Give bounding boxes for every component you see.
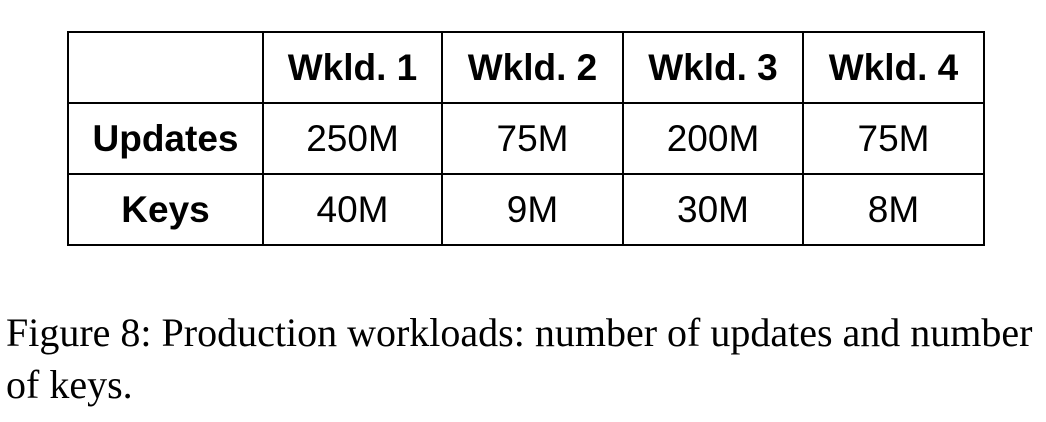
table-row: Updates 250M 75M 200M 75M [67, 102, 985, 175]
table-cell: 75M [802, 102, 985, 175]
table-cell: 30M [622, 173, 804, 246]
header-row: Wkld. 1 Wkld. 2 Wkld. 3 Wkld. 4 [67, 31, 985, 104]
table-cell: 9M [441, 173, 624, 246]
table-cell: 75M [441, 102, 624, 175]
figure-caption: Figure 8: Production workloads: number o… [6, 310, 1033, 407]
row-header-updates: Updates [67, 102, 264, 175]
table-cell: 250M [262, 102, 443, 175]
table-row: Keys 40M 9M 30M 8M [67, 173, 985, 246]
column-header-wkld-2: Wkld. 2 [441, 31, 624, 104]
row-header-keys: Keys [67, 173, 264, 246]
table-cell: 40M [262, 173, 443, 246]
table-cell: 8M [802, 173, 985, 246]
column-header-wkld-1: Wkld. 1 [262, 31, 443, 104]
column-header-wkld-3: Wkld. 3 [622, 31, 804, 104]
corner-cell [67, 31, 264, 104]
workloads-table: Wkld. 1 Wkld. 2 Wkld. 3 Wkld. 4 Updates … [67, 31, 985, 246]
table-cell: 200M [622, 102, 804, 175]
column-header-wkld-4: Wkld. 4 [802, 31, 985, 104]
